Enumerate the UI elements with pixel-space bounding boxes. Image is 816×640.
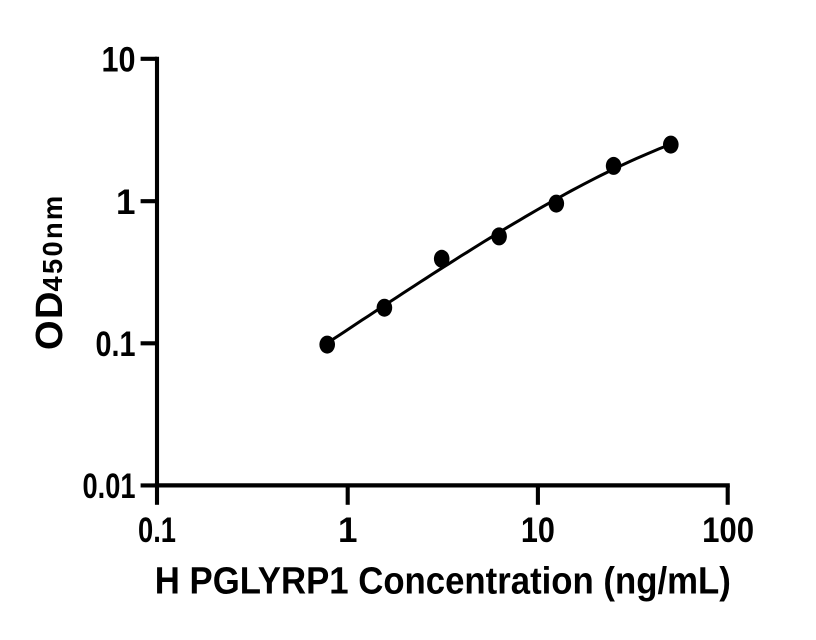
svg-text:0.1: 0.1 [138, 511, 176, 550]
svg-text:H PGLYRP1 Concentration (ng/mL: H PGLYRP1 Concentration (ng/mL) [155, 560, 731, 602]
svg-text:0.1: 0.1 [96, 325, 136, 364]
svg-text:OD450nm: OD450nm [29, 194, 71, 351]
svg-text:1: 1 [338, 511, 357, 550]
svg-text:1: 1 [116, 183, 135, 222]
svg-text:100: 100 [702, 511, 754, 550]
svg-text:10: 10 [102, 41, 136, 80]
svg-text:0.01: 0.01 [83, 467, 136, 506]
svg-text:10: 10 [521, 511, 555, 550]
